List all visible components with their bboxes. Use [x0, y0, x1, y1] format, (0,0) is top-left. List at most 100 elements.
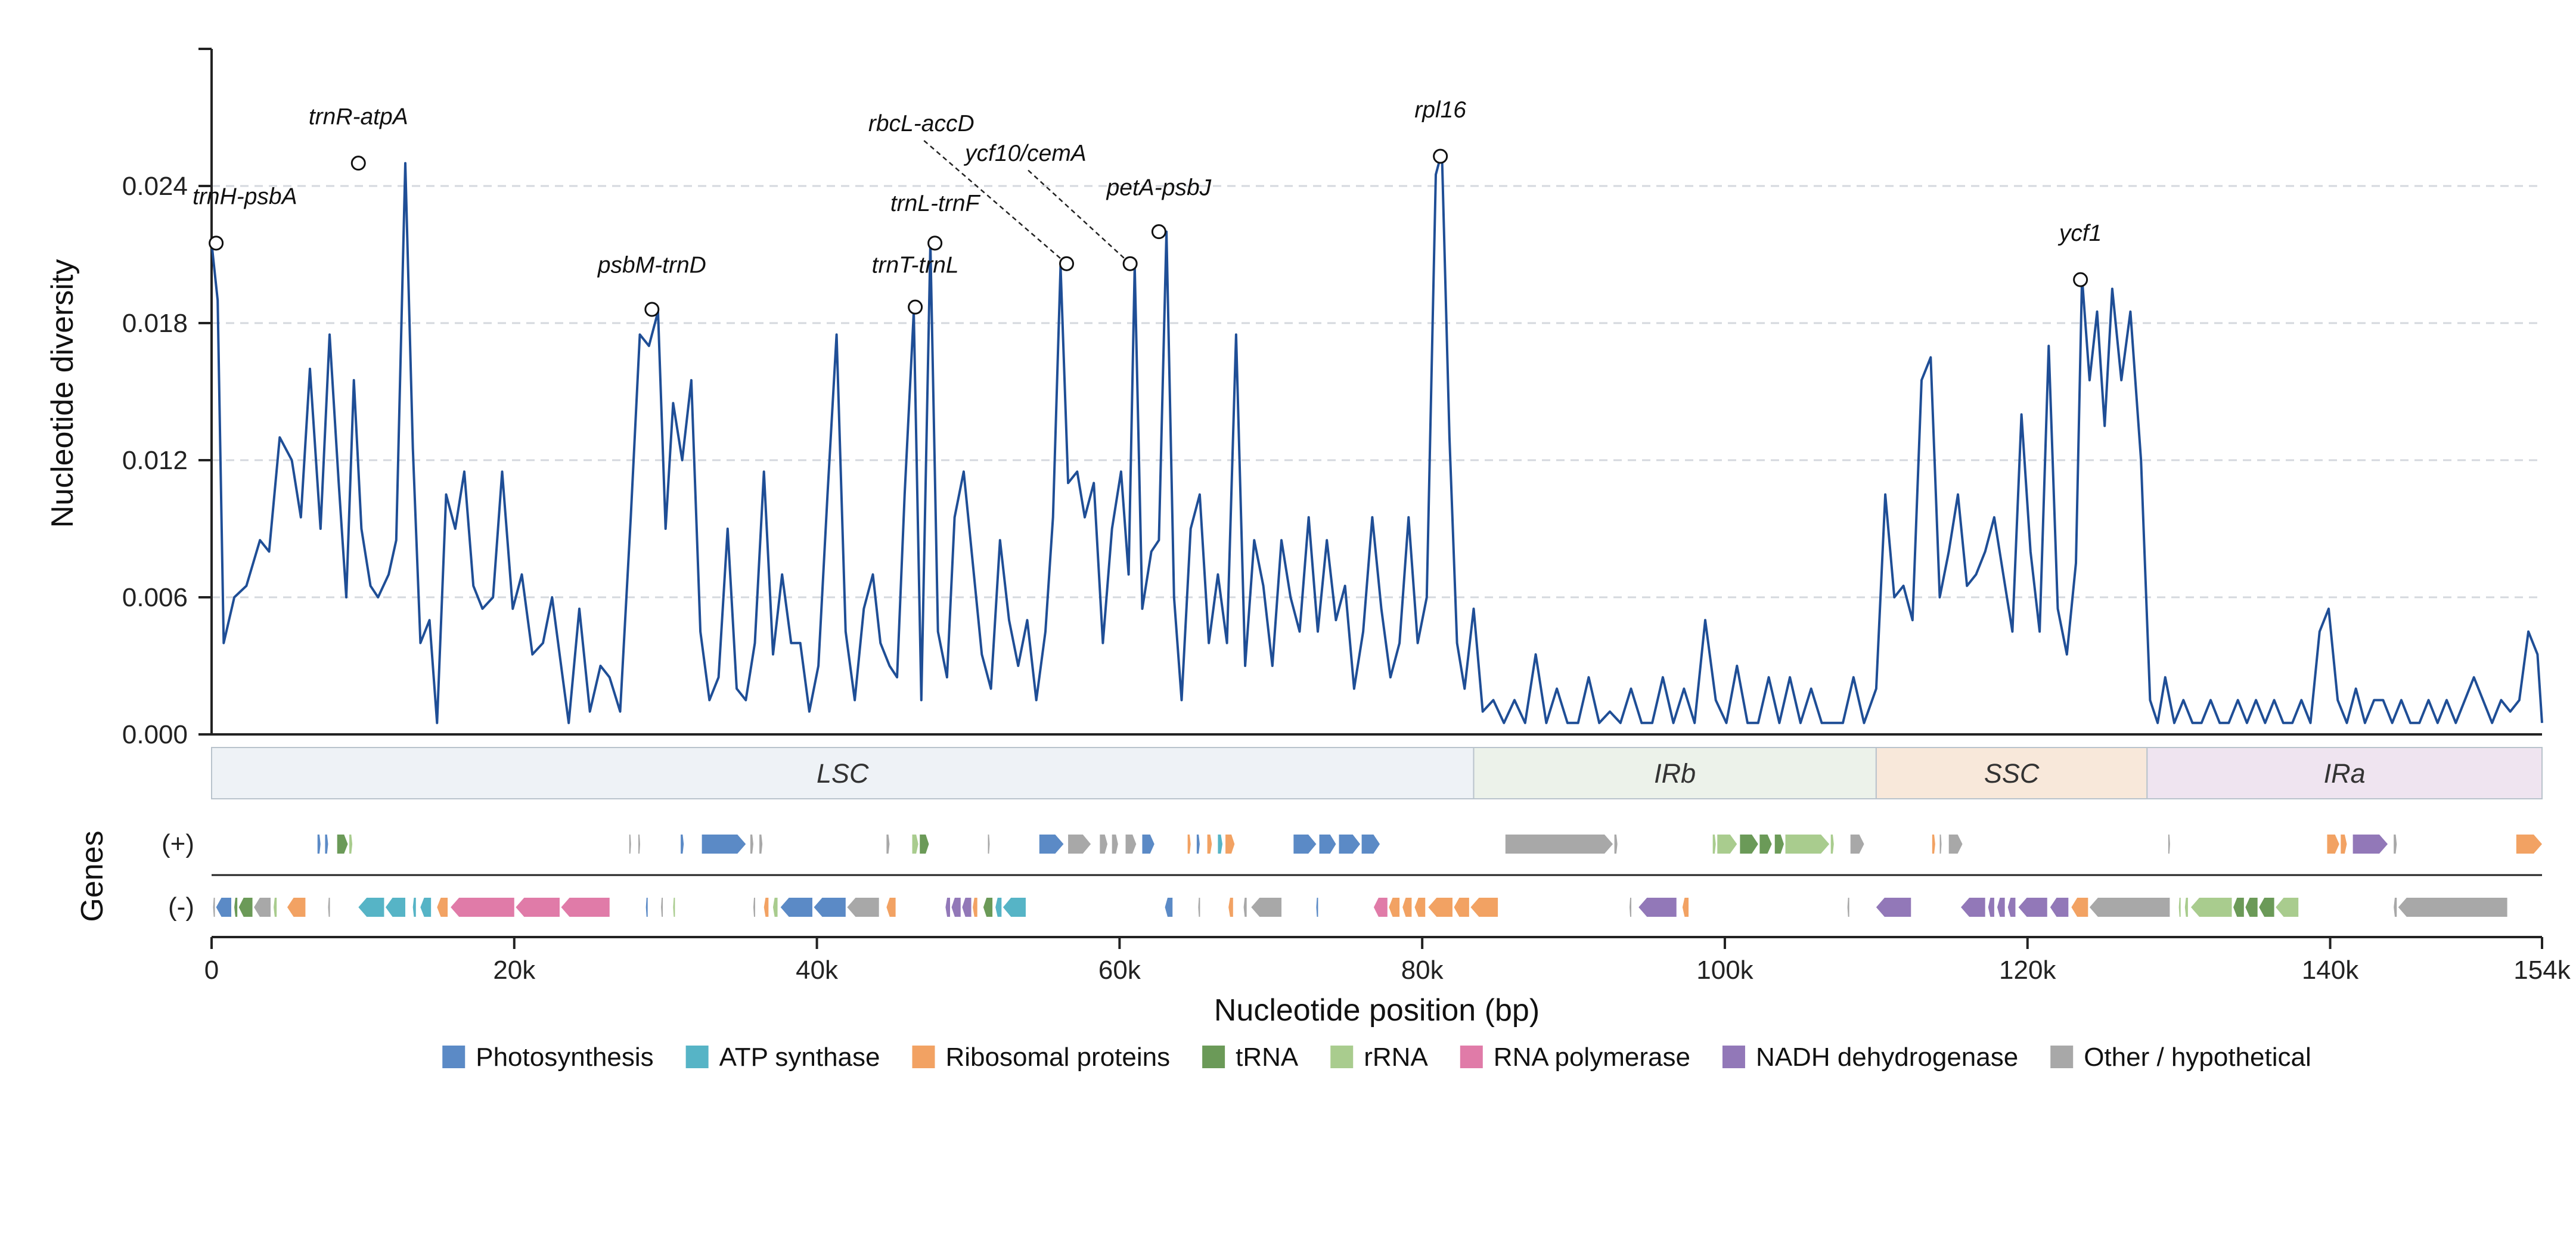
gene-block: [1847, 898, 1849, 917]
gene-block: [702, 835, 746, 854]
peak-leader-line: [920, 138, 1067, 265]
gene-block: [1218, 835, 1223, 854]
gene-block: [1939, 835, 1942, 854]
gene-block: [1988, 898, 1994, 917]
legend-label: tRNA: [1236, 1043, 1299, 1072]
region-label: IRa: [2324, 758, 2366, 789]
region-lsc: [211, 747, 1475, 799]
legend-swatch: [1460, 1046, 1483, 1068]
peak-label: ycf1: [2057, 221, 2102, 246]
gene-block: [1470, 898, 1498, 917]
x-tick-label: 80k: [1401, 956, 1444, 985]
peak-marker: [209, 235, 224, 251]
legend-swatch: [685, 1046, 709, 1068]
gene-block: [945, 898, 951, 917]
gene-block: [1361, 835, 1380, 854]
x-tick-label: 60k: [1098, 956, 1141, 985]
gene-block: [1638, 898, 1677, 917]
gene-block: [2190, 898, 2232, 917]
peak-label: trnT-trnL: [872, 253, 959, 278]
gene-block: [420, 898, 432, 917]
x-tick-label: 140k: [2302, 956, 2359, 985]
gene-block: [328, 898, 330, 917]
x-axis-title: Nucleotide position (bp): [1214, 993, 1540, 1028]
gene-block: [1402, 898, 1412, 917]
gene-tracks: [212, 835, 2542, 917]
peak-label: petA-psbJ: [1106, 175, 1212, 200]
x-tick-label: 0: [204, 956, 219, 985]
gene-block: [2341, 835, 2347, 854]
gridlines: [212, 185, 2542, 598]
gene-block: [1316, 898, 1318, 917]
legend-swatch: [1722, 1046, 1745, 1068]
gene-block: [1243, 898, 1247, 917]
axes: 0.000 0.006 0.012 0.018 0.024: [122, 48, 2542, 749]
gene-block: [317, 835, 321, 854]
gene-block: [1948, 835, 1963, 854]
gene-block: [2071, 898, 2088, 917]
gene-block: [287, 898, 306, 917]
diversity-line: [210, 150, 2543, 724]
gene-block: [2245, 898, 2258, 917]
legend-label: rRNA: [1364, 1043, 1428, 1072]
gene-block: [216, 898, 232, 917]
gene-block: [349, 835, 353, 854]
gene-block: [2178, 898, 2181, 917]
gene-block: [753, 898, 755, 917]
region-label: IRb: [1654, 758, 1696, 789]
gene-block: [213, 898, 215, 917]
peak-label: psbM-trnD: [597, 253, 706, 278]
gene-block: [920, 835, 929, 854]
gene-block: [1932, 835, 1935, 854]
gene-block: [645, 898, 648, 917]
gene-block: [1125, 835, 1137, 854]
peak-marker: [927, 235, 943, 251]
legend-label: RNA polymerase: [1494, 1043, 1690, 1072]
gene-block: [385, 898, 405, 917]
gene-block: [772, 898, 778, 917]
gene-block: [1785, 835, 1830, 854]
legend-label: ATP synthase: [719, 1043, 880, 1072]
gene-block: [1339, 835, 1361, 854]
peak-marker: [908, 299, 923, 315]
gene-block: [780, 898, 812, 917]
y-tick-label: 0.012: [122, 446, 188, 475]
gene-block: [1614, 835, 1618, 854]
gene-block: [337, 835, 348, 854]
gene-block: [886, 835, 890, 854]
gene-track-title: Genes: [75, 830, 110, 922]
x-tick-label: 40k: [796, 956, 839, 985]
gene-block: [681, 835, 684, 854]
gene-block: [1100, 835, 1108, 854]
x-tick-label: 154k: [2513, 956, 2571, 985]
gene-block: [1830, 835, 1834, 854]
gene-block: [1225, 835, 1235, 854]
peak-marker: [1059, 256, 1075, 271]
gene-block: [2050, 898, 2069, 917]
gene-block: [2516, 835, 2542, 854]
gene-block: [325, 835, 328, 854]
peak-marker: [1122, 256, 1138, 271]
x-axis: 0 20k 40k 60k 80k 100k 120k 140k 154k: [204, 936, 2571, 985]
plus-strand-label: (+): [162, 829, 194, 858]
gene-block: [1876, 898, 1911, 917]
gene-block: [988, 835, 990, 854]
gene-block: [814, 898, 846, 917]
peak-marker: [1151, 224, 1166, 240]
genome-regions-bar: LSC IRb SSC IRa: [211, 747, 2543, 799]
peak-annotations: trnH-psbA trnR-atpA psbM-trnD trnT-trnL trnL…: [193, 97, 2102, 317]
gene-block: [629, 835, 631, 854]
y-tick-label: 0.024: [122, 172, 188, 201]
gene-block: [1428, 898, 1453, 917]
peak-label: trnH-psbA: [193, 184, 297, 210]
gene-block: [2007, 898, 2016, 917]
gene-block: [1505, 835, 1613, 854]
gene-block: [886, 898, 896, 917]
gene-block: [2398, 898, 2507, 917]
gene-block: [238, 898, 253, 917]
region-label: LSC: [817, 758, 869, 789]
gene-block: [983, 898, 993, 917]
gene-block: [1630, 898, 1632, 917]
y-tick-label: 0.006: [122, 583, 188, 612]
gene-block: [973, 898, 977, 917]
